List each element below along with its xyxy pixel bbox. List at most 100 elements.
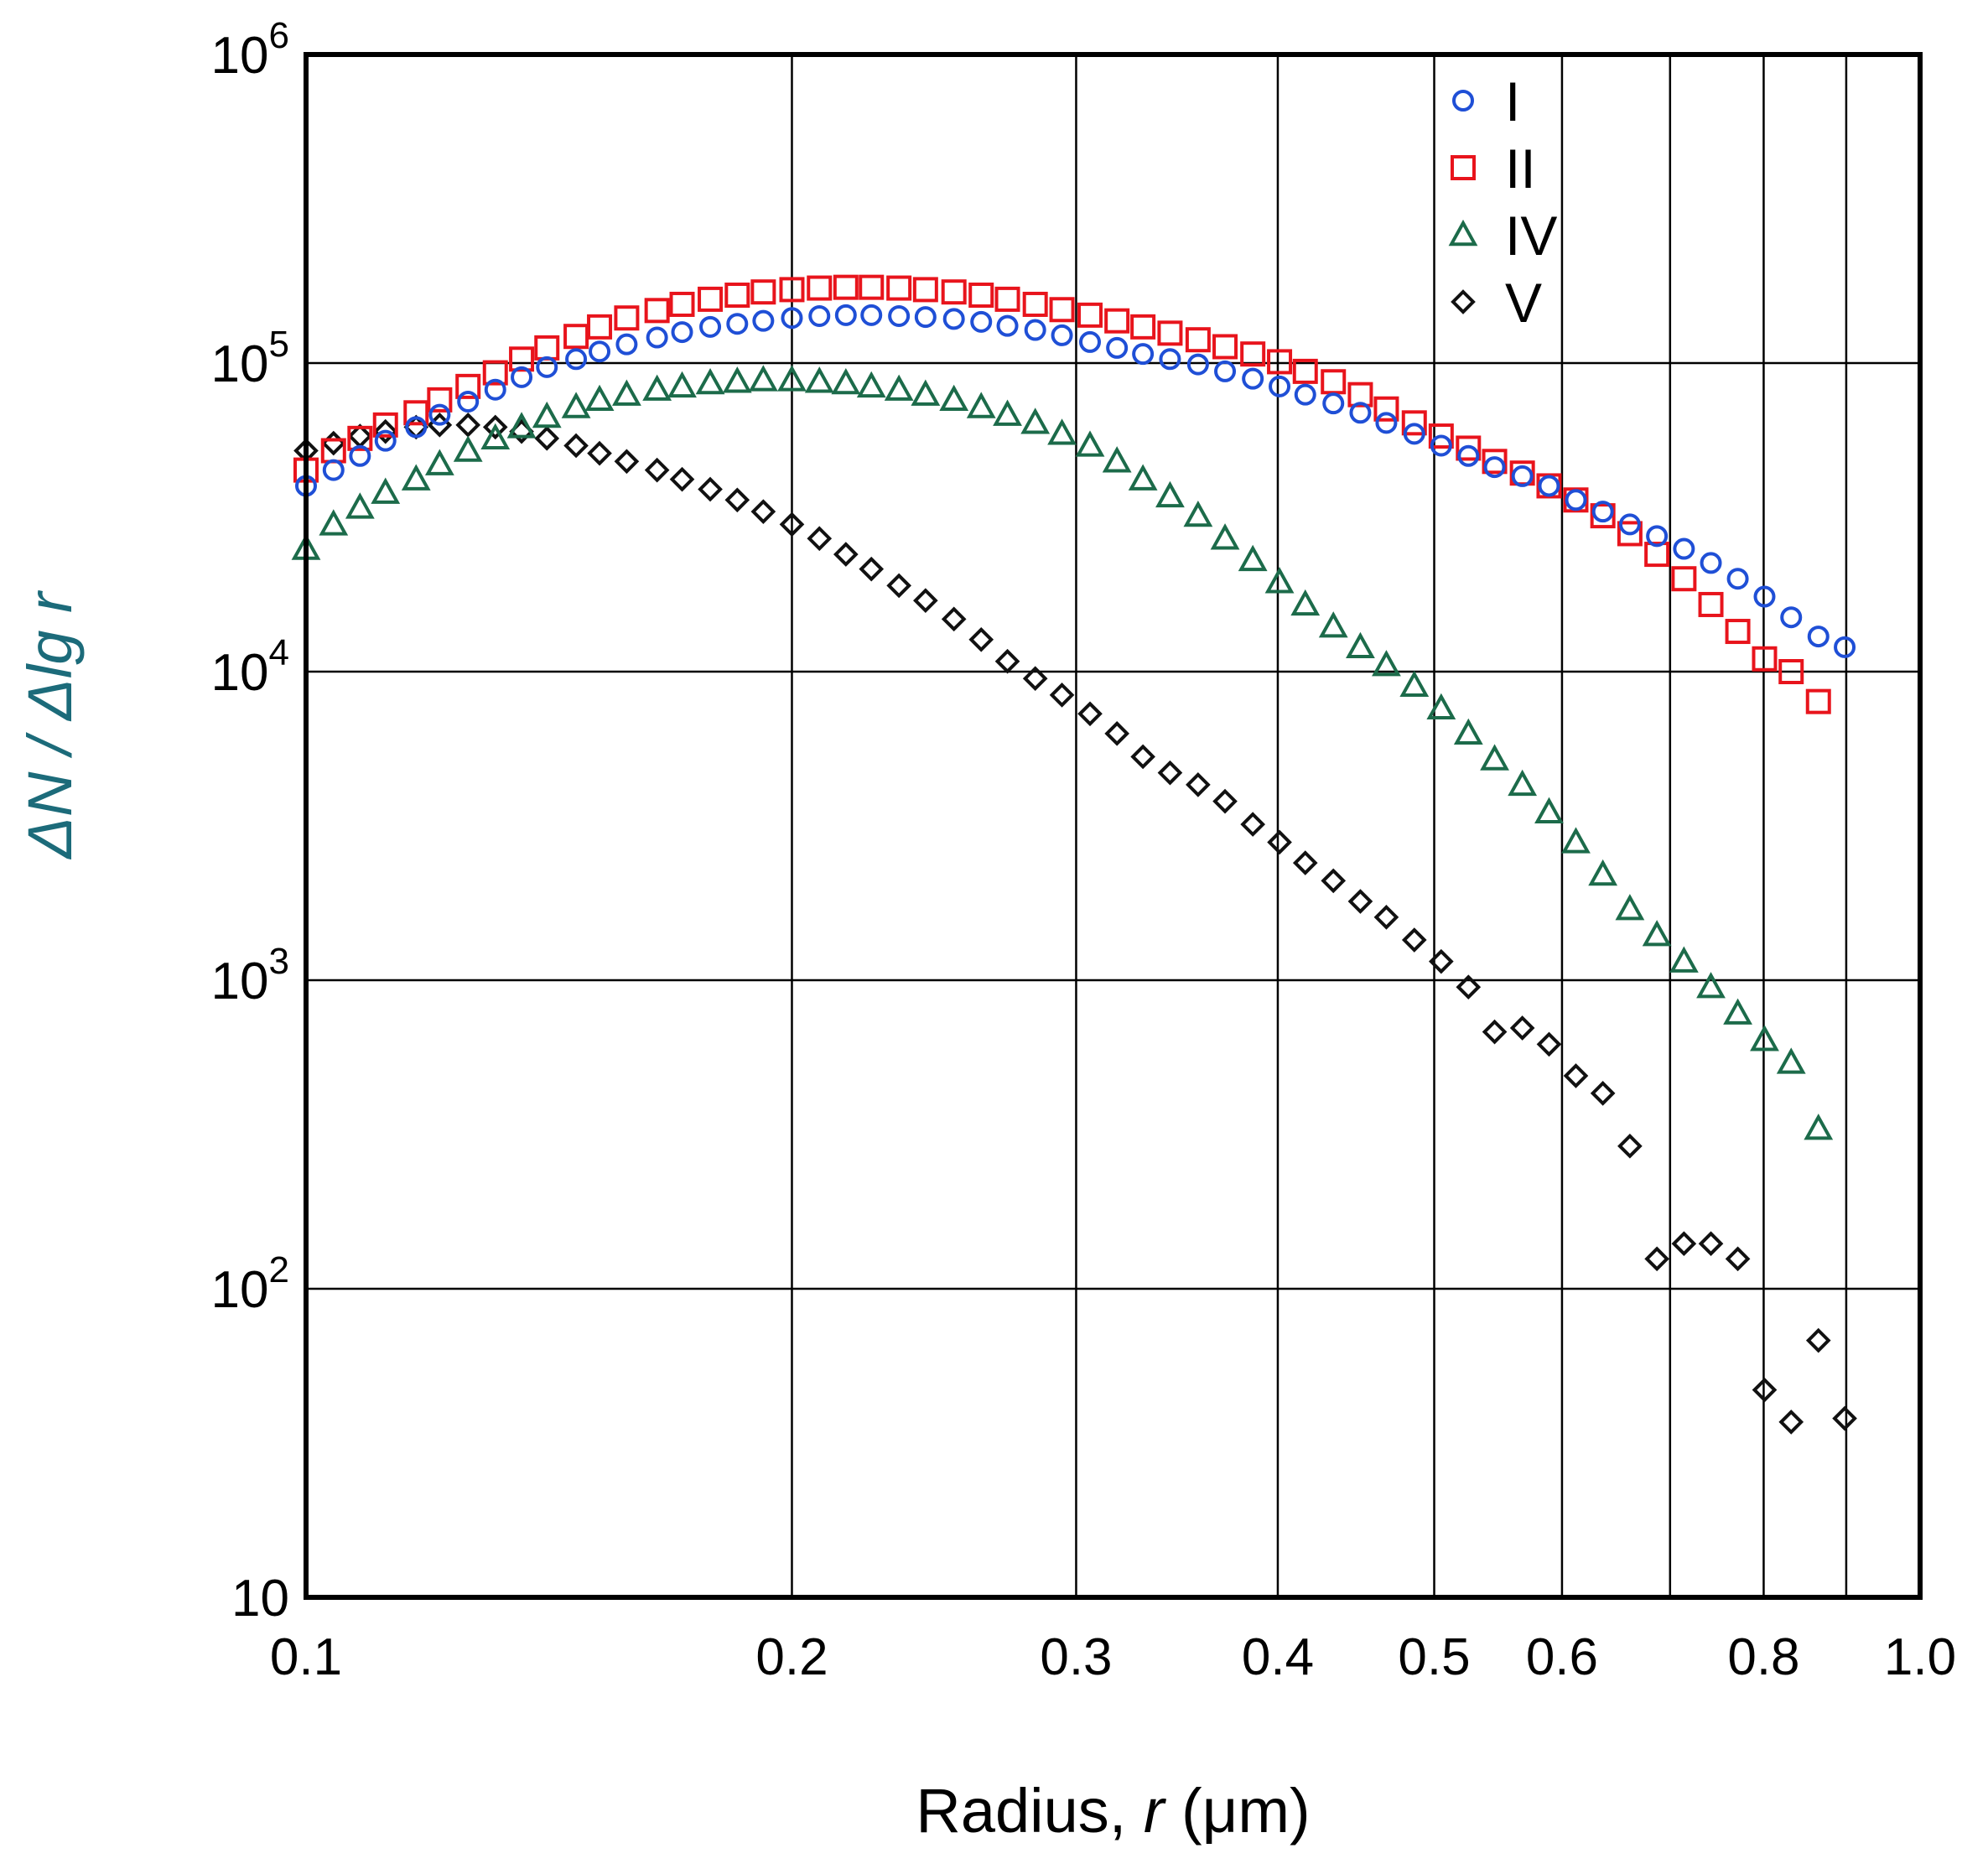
data-point-II — [347, 425, 373, 451]
data-point-II — [372, 412, 398, 438]
data-point-IV — [966, 392, 996, 418]
data-point-II — [587, 314, 613, 340]
data-point-V — [534, 426, 560, 451]
series-I — [295, 304, 1856, 658]
data-point-IV — [993, 399, 1022, 426]
data-point-V — [614, 449, 640, 475]
y-tick-base: 10 — [211, 644, 269, 702]
data-point-IV — [939, 384, 969, 412]
data-point-IV — [1183, 500, 1213, 527]
data-point-II — [859, 274, 885, 300]
data-point-IV — [480, 423, 511, 450]
data-point-I — [671, 321, 693, 344]
data-point-I — [1457, 444, 1480, 467]
data-point-V — [372, 418, 398, 444]
legend-entry-I: I — [1452, 70, 1520, 132]
data-point-V — [1805, 1327, 1831, 1353]
y-tick-label: 103 — [211, 941, 289, 1010]
data-point-I — [1646, 525, 1669, 548]
data-point-I — [1242, 367, 1264, 390]
x-tick-label: 0.3 — [1040, 1628, 1112, 1686]
x-tick-label: 0.6 — [1526, 1628, 1598, 1686]
data-point-IV — [1210, 523, 1240, 550]
data-point-IV — [1155, 480, 1185, 508]
data-point-V — [1049, 683, 1075, 708]
data-point-IV — [1696, 972, 1726, 999]
data-point-V — [724, 487, 750, 513]
data-point-IV — [506, 412, 537, 439]
data-point-IV — [1453, 718, 1483, 745]
x-tick-label: 0.2 — [755, 1628, 828, 1686]
data-point-II — [644, 298, 670, 324]
data-point-II — [1347, 382, 1373, 408]
y-tick-exponent: 2 — [269, 1249, 289, 1290]
data-point-V — [1617, 1134, 1643, 1159]
data-point-IV — [1723, 998, 1752, 1025]
data-point-I — [646, 326, 668, 349]
data-point-V — [1347, 889, 1373, 914]
data-point-V — [1832, 1405, 1857, 1431]
data-point-IV — [532, 401, 562, 428]
data-point-II — [1482, 449, 1508, 475]
data-point-IV — [748, 365, 778, 392]
data-point-II — [1373, 396, 1399, 422]
data-point-IV — [319, 509, 349, 536]
data-point-I — [1807, 626, 1830, 648]
y-axis-title-part1: ΔN / Δ — [15, 678, 85, 859]
data-point-II — [1671, 566, 1697, 592]
y-tick-label: 106 — [211, 15, 289, 85]
data-point-IV — [777, 365, 807, 392]
data-point-V — [1267, 829, 1292, 855]
data-point-I — [1753, 585, 1776, 608]
y-tick-label: 104 — [211, 632, 289, 702]
data-point-I — [1106, 336, 1129, 359]
data-point-IV — [1642, 920, 1672, 947]
data-point-IV — [1346, 631, 1375, 659]
data-point-IV — [1020, 408, 1051, 434]
data-point-IV — [1102, 446, 1132, 473]
data-point-II — [833, 274, 859, 300]
data-point-IV — [1290, 589, 1321, 616]
data-point-IV — [1615, 894, 1645, 921]
data-point-V — [1292, 850, 1318, 875]
data-point-V — [1509, 1015, 1535, 1041]
data-point-II — [968, 283, 994, 309]
data-point-II — [1644, 542, 1670, 568]
data-point-IV — [1399, 670, 1430, 698]
data-point-IV — [345, 492, 375, 519]
data-point-II — [1778, 659, 1804, 684]
data-point-I — [536, 356, 558, 378]
data-point-I — [511, 366, 533, 388]
x-tick-label: 0.4 — [1242, 1628, 1314, 1686]
data-point-V — [1429, 948, 1454, 974]
x-axis-title-suffix: (μm) — [1165, 1776, 1311, 1846]
data-point-I — [1322, 392, 1345, 415]
data-point-V — [1778, 1410, 1804, 1435]
data-point-I — [726, 313, 749, 335]
y-tick-base: 10 — [231, 1570, 289, 1628]
legend-entry-II: II — [1451, 138, 1536, 200]
data-point-II — [1022, 291, 1048, 317]
y-tick-base: 10 — [211, 1261, 269, 1319]
legend-label: II — [1505, 138, 1536, 200]
data-point-V — [1022, 666, 1048, 692]
data-point-IV — [424, 449, 454, 475]
data-point-II — [941, 279, 967, 305]
data-point-V — [482, 414, 508, 440]
data-point-I — [860, 304, 883, 326]
data-point-IV — [667, 371, 697, 398]
data-point-IV — [1776, 1047, 1806, 1074]
data-point-II — [1698, 591, 1724, 617]
data-point-V — [1240, 812, 1266, 837]
data-point-I — [457, 390, 480, 413]
data-point-V — [1186, 772, 1211, 797]
legend-marker — [1448, 219, 1478, 247]
data-point-II — [750, 279, 776, 305]
data-point-V — [1752, 1377, 1778, 1403]
data-point-I — [374, 429, 397, 452]
data-point-V — [644, 457, 670, 483]
data-point-IV — [1238, 544, 1268, 572]
